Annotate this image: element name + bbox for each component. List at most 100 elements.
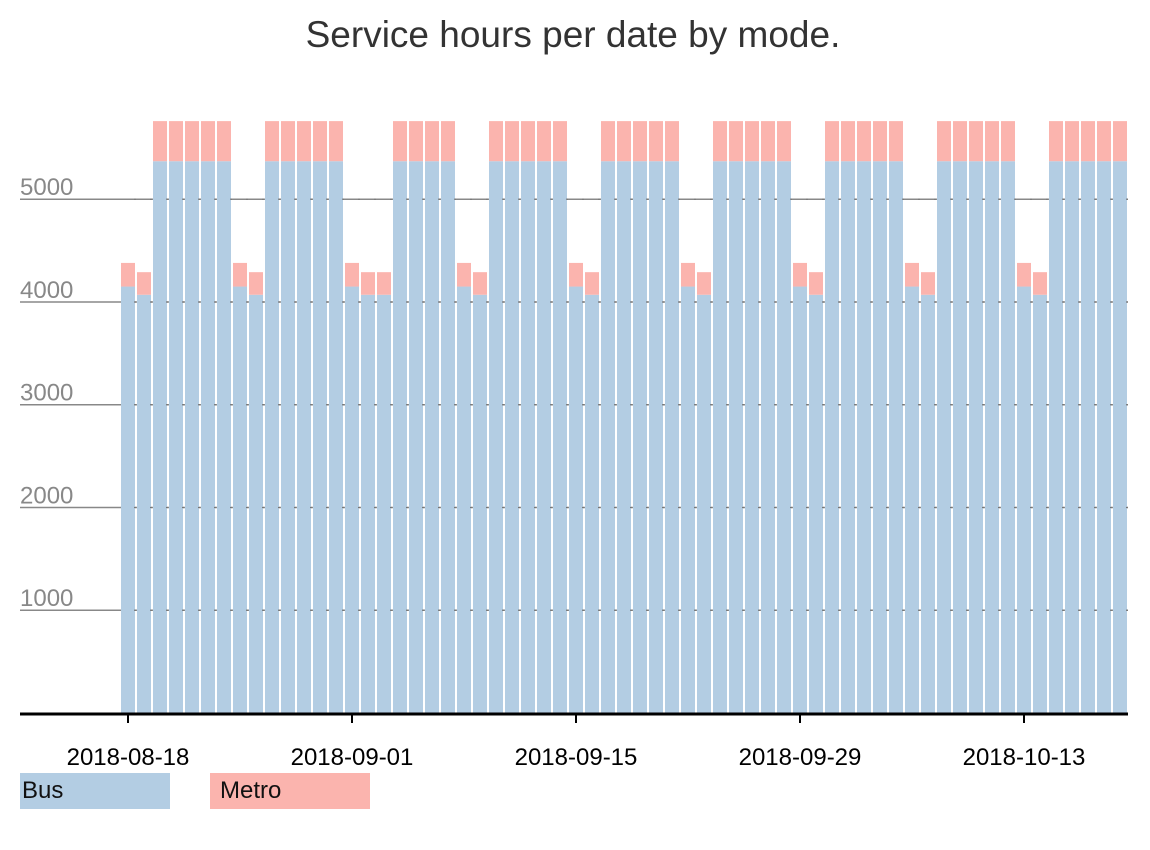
bar-bus xyxy=(329,161,343,713)
bar-metro xyxy=(761,121,775,162)
bar-metro xyxy=(185,121,199,162)
bar-bus xyxy=(313,161,327,713)
bar-metro xyxy=(937,121,951,162)
bar-bus xyxy=(745,161,759,713)
bar-metro xyxy=(873,121,887,162)
bar-bus xyxy=(681,286,695,713)
bar-bus xyxy=(441,161,455,713)
bar-bus xyxy=(1049,161,1063,713)
bar-bus xyxy=(697,294,711,713)
bar-metro xyxy=(1017,262,1031,287)
bar-metro xyxy=(969,121,983,162)
bar-bus xyxy=(345,286,359,713)
bar-metro xyxy=(425,121,439,162)
bar-bus xyxy=(137,294,151,713)
bar-metro xyxy=(905,262,919,287)
bar-metro xyxy=(473,272,487,295)
bar-metro xyxy=(489,121,503,162)
bar-metro xyxy=(777,121,791,162)
bar-bus xyxy=(809,294,823,713)
bar-bus xyxy=(249,294,263,713)
bar-metro xyxy=(633,121,647,162)
bar-bus xyxy=(633,161,647,713)
bar-metro xyxy=(441,121,455,162)
bar-metro xyxy=(921,272,935,295)
bar-bus xyxy=(601,161,615,713)
bar-metro xyxy=(1001,121,1015,162)
bar-bus xyxy=(361,294,375,713)
bar-metro xyxy=(505,121,519,162)
bar-metro xyxy=(537,121,551,162)
bar-bus xyxy=(969,161,983,713)
bar-metro xyxy=(281,121,295,162)
bar-metro xyxy=(681,262,695,287)
bar-metro xyxy=(1113,121,1127,162)
bar-metro xyxy=(985,121,999,162)
bar-metro xyxy=(665,121,679,162)
bar-bus xyxy=(665,161,679,713)
bar-metro xyxy=(697,272,711,295)
bar-bus xyxy=(889,161,903,713)
bar-metro xyxy=(1097,121,1111,162)
bar-bus xyxy=(521,161,535,713)
bar-bus xyxy=(617,161,631,713)
bar-bus xyxy=(233,286,247,713)
bar-bus xyxy=(553,161,567,713)
bar-bus xyxy=(777,161,791,713)
bar-bus xyxy=(201,161,215,713)
x-tick-label: 2018-09-29 xyxy=(739,744,862,771)
x-tick-label: 2018-08-18 xyxy=(67,744,190,771)
legend-item-metro: Metro xyxy=(210,773,370,809)
bar-bus xyxy=(825,161,839,713)
bar-bus xyxy=(713,161,727,713)
bar-metro xyxy=(553,121,567,162)
bar-bus xyxy=(153,161,167,713)
bar-metro xyxy=(137,272,151,295)
bar-metro xyxy=(1049,121,1063,162)
bar-bus xyxy=(1001,161,1015,713)
bar-bus xyxy=(121,286,135,713)
y-tick-label: 3000 xyxy=(20,380,73,407)
bar-bus xyxy=(473,294,487,713)
bar-bus xyxy=(569,286,583,713)
y-tick-label: 2000 xyxy=(20,482,73,509)
bar-bus xyxy=(169,161,183,713)
bar-bus xyxy=(1113,161,1127,713)
bar-metro xyxy=(153,121,167,162)
bar-bus xyxy=(393,161,407,713)
bar-bus xyxy=(1081,161,1095,713)
bar-metro xyxy=(329,121,343,162)
bar-bus xyxy=(729,161,743,713)
bar-bus xyxy=(281,161,295,713)
legend-item-bus: Bus xyxy=(20,773,170,809)
bar-metro xyxy=(297,121,311,162)
bar-bus xyxy=(1097,161,1111,713)
bar-metro xyxy=(745,121,759,162)
bar-metro xyxy=(521,121,535,162)
x-tick-label: 2018-09-15 xyxy=(515,744,638,771)
bar-bus xyxy=(857,161,871,713)
bar-bus xyxy=(185,161,199,713)
bar-bus xyxy=(425,161,439,713)
bar-metro xyxy=(617,121,631,162)
x-tick-label: 2018-10-13 xyxy=(963,744,1086,771)
bar-bus xyxy=(537,161,551,713)
bar-metro xyxy=(377,272,391,295)
bar-bus xyxy=(761,161,775,713)
bar-metro xyxy=(889,121,903,162)
bar-metro xyxy=(409,121,423,162)
bar-metro xyxy=(201,121,215,162)
bar-bus xyxy=(585,294,599,713)
bar-bus xyxy=(505,161,519,713)
bar-bus xyxy=(377,294,391,713)
y-tick-label: 4000 xyxy=(20,277,73,304)
bar-metro xyxy=(457,262,471,287)
y-tick-label: 5000 xyxy=(20,174,73,201)
bar-metro xyxy=(729,121,743,162)
bar-metro xyxy=(249,272,263,295)
bar-metro xyxy=(217,121,231,162)
bar-bus xyxy=(409,161,423,713)
bar-bus xyxy=(649,161,663,713)
bar-metro xyxy=(809,272,823,295)
